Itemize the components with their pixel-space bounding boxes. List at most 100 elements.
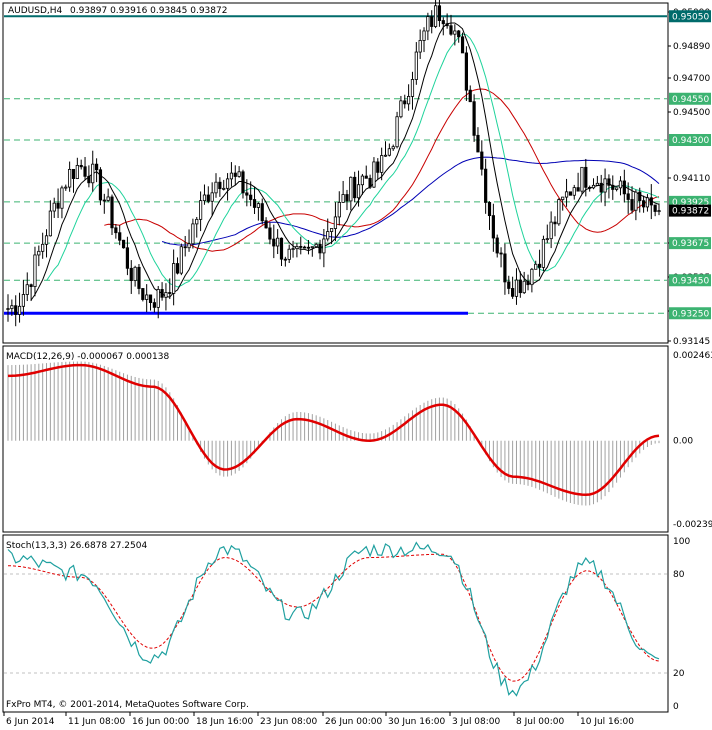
- price-candle-body: [218, 181, 222, 190]
- macd-title: MACD(12,26,9) -0.000067 0.000138: [6, 352, 169, 362]
- stoch-layer: [4, 541, 667, 697]
- price-candle-body: [437, 5, 442, 21]
- price-candle-body: [337, 201, 341, 218]
- price-candle-body: [576, 187, 580, 192]
- price-candle-body: [464, 52, 468, 91]
- price-candle-body: [491, 215, 495, 239]
- price-candle-body: [222, 187, 226, 190]
- price-candle-body: [191, 223, 195, 245]
- price-candle-body: [29, 284, 33, 287]
- stoch-axis-label: 100: [673, 537, 690, 547]
- time-axis-label: 16 Jun 00:00: [132, 717, 189, 727]
- time-axis-label: 18 Jun 16:00: [196, 717, 253, 727]
- price-candle-body: [172, 263, 176, 294]
- price-candle-body: [125, 247, 130, 269]
- price-axis-label: 0.93145: [673, 337, 710, 347]
- price-candle-body: [595, 182, 599, 186]
- price-level-tag: [669, 134, 711, 146]
- price-candle-body: [626, 193, 630, 200]
- price-candle-body: [472, 101, 476, 136]
- price-candle-body: [345, 194, 349, 202]
- macd-signal-line: [7, 363, 660, 497]
- price-layer: [4, 0, 667, 327]
- price-candle-body: [376, 161, 380, 173]
- time-axis-label: 3 Jul 08:00: [452, 717, 501, 727]
- price-axis-label: 0.94500: [673, 108, 710, 118]
- price-candle-body: [183, 246, 187, 249]
- price-candle-body: [457, 30, 461, 38]
- price-candle-body: [499, 252, 503, 255]
- price-candle-body: [503, 253, 507, 283]
- price-candle-body: [430, 16, 434, 27]
- price-level-tag: [669, 204, 711, 217]
- price-level-tag-text: 0.93450: [672, 276, 709, 286]
- price-level-tag: [669, 274, 711, 287]
- price-level-tag-text: 0.93250: [672, 309, 709, 319]
- price-axis-label: 0.94110: [673, 174, 710, 184]
- price-candle-body: [380, 155, 384, 173]
- price-candle-body: [572, 187, 576, 196]
- price-candle-body: [102, 199, 106, 202]
- price-candle-body: [94, 163, 99, 171]
- ma-blue-line: [161, 156, 660, 246]
- price-candle-body: [106, 196, 110, 201]
- price-candle-body: [310, 246, 314, 249]
- price-level-tag-text: 0.93872: [672, 207, 709, 217]
- price-candle-body: [522, 280, 526, 294]
- price-candle-body: [229, 172, 234, 180]
- price-candle-body: [87, 175, 91, 184]
- stoch-axis-label: 0: [673, 702, 679, 712]
- price-level-tag: [669, 10, 711, 23]
- price-candle-body: [495, 237, 499, 254]
- price-candle-body: [611, 184, 615, 190]
- price-level-tag-text: 0.94300: [672, 136, 709, 146]
- price-candle-body: [121, 239, 126, 249]
- price-candle-body: [233, 172, 237, 177]
- ohlc-readout: 0.93897 0.93916 0.93845 0.93872: [70, 6, 227, 16]
- price-candle-body: [449, 25, 453, 35]
- price-candle-body: [303, 246, 307, 249]
- price-candle-body: [395, 116, 399, 148]
- stoch-panel-frame: [2, 534, 669, 713]
- price-candle-body: [480, 151, 484, 170]
- price-candle-body: [75, 165, 79, 179]
- price-candle-body: [279, 237, 284, 260]
- price-candle-body: [33, 254, 37, 287]
- price-candle-body: [514, 279, 519, 297]
- price-candle-body: [179, 246, 183, 274]
- price-candle-body: [56, 202, 60, 209]
- price-candle-body: [422, 30, 426, 41]
- price-candle-body: [48, 210, 52, 237]
- copyright-text: FxPro MT4, © 2001-2014, MetaQuotes Softw…: [6, 700, 249, 710]
- price-candle-body: [445, 23, 449, 27]
- price-candle-body: [14, 305, 18, 315]
- price-candle-body: [187, 243, 191, 249]
- price-candle-body: [537, 263, 542, 268]
- price-candle-body: [433, 5, 438, 27]
- price-candle-body: [145, 294, 149, 300]
- price-candle-body: [283, 258, 287, 261]
- price-candle-body: [98, 169, 103, 201]
- price-candle-body: [291, 248, 295, 251]
- macd-axis-label: 0.00: [673, 437, 693, 447]
- price-level-tag-text: 0.93675: [672, 239, 709, 249]
- price-candle-body: [206, 194, 210, 202]
- price-candle-body: [37, 250, 41, 256]
- price-candle-body: [607, 178, 611, 186]
- price-candle-body: [129, 267, 133, 281]
- price-candle-body: [71, 168, 76, 179]
- price-candle-body: [25, 284, 29, 295]
- price-candle-body: [588, 186, 592, 189]
- ma-red-line: [104, 88, 660, 252]
- price-candle-body: [403, 100, 407, 105]
- price-candle-body: [168, 292, 172, 294]
- price-candle-body: [79, 165, 83, 168]
- price-candle-body: [541, 238, 546, 268]
- price-candle-body: [641, 200, 646, 208]
- price-candle-body: [175, 263, 180, 274]
- price-candle-body: [272, 238, 276, 247]
- time-axis-label: 6 Jun 2014: [6, 717, 55, 727]
- price-candle-body: [603, 178, 607, 193]
- price-candle-body: [387, 148, 391, 156]
- price-candle-body: [160, 289, 164, 298]
